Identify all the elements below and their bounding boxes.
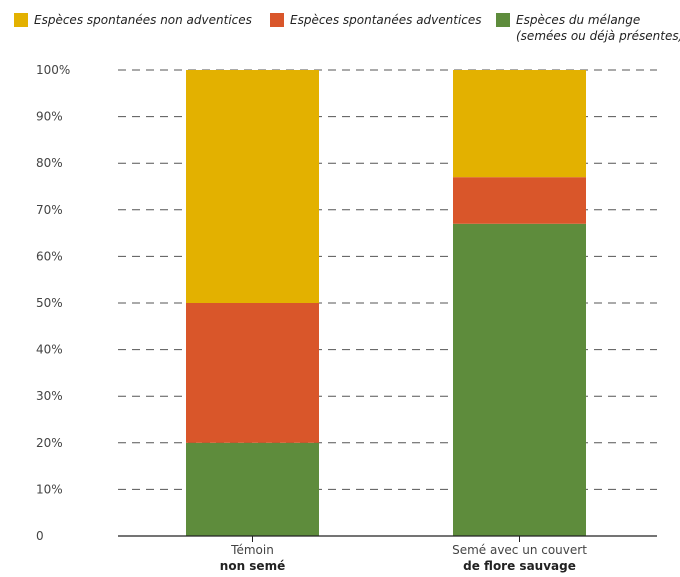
- y-tick-label: 0: [36, 529, 44, 543]
- bar-segment: [186, 70, 319, 303]
- y-tick-label: 10%: [36, 482, 63, 496]
- legend-label-non-adventices: Espèces spontanées non adventices: [34, 13, 252, 27]
- y-tick-label: 90%: [36, 110, 63, 124]
- bar-segment: [186, 442, 319, 536]
- legend-swatch-melange: [496, 13, 510, 27]
- y-tick-label: 50%: [36, 296, 63, 310]
- bar-segment: [186, 303, 319, 443]
- y-tick-label: 70%: [36, 203, 63, 217]
- legend-label-melange-line2: (semées ou déjà présentes): [516, 29, 680, 43]
- x-tick-label: Semé avec un couvert: [452, 543, 587, 557]
- y-tick-label: 30%: [36, 389, 63, 403]
- y-tick-label: 80%: [36, 156, 63, 170]
- legend-label-melange-line1: Espèces du mélange: [516, 13, 641, 27]
- bar-segment: [453, 177, 586, 224]
- y-tick-label: 60%: [36, 249, 63, 263]
- legend-swatch-non-adventices: [14, 13, 28, 27]
- legend-label-melange: Espèces du mélange (semées ou déjà prése…: [516, 12, 680, 44]
- legend-label-adventices: Espèces spontanées adventices: [290, 13, 482, 27]
- bar-segment: [453, 223, 586, 536]
- x-tick-label-bold: de flore sauvage: [463, 559, 576, 573]
- x-tick-label: Témoin: [230, 543, 274, 557]
- x-tick-label-bold: non semé: [220, 559, 285, 573]
- bar-segment: [453, 70, 586, 178]
- y-tick-label: 100%: [36, 63, 70, 77]
- y-tick-label: 40%: [36, 343, 63, 357]
- legend-swatch-adventices: [270, 13, 284, 27]
- y-tick-label: 20%: [36, 436, 63, 450]
